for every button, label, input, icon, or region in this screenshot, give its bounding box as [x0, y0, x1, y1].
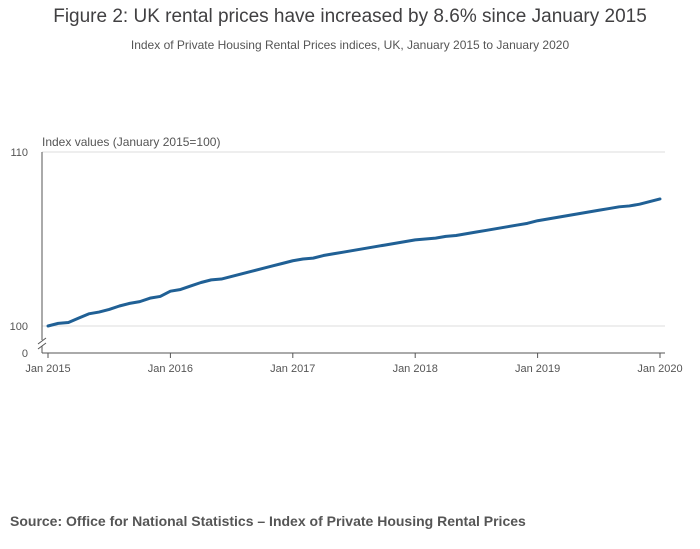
- x-tick-label: Jan 2018: [393, 363, 438, 375]
- y-tick-label: 100: [10, 321, 28, 333]
- source-note: Source: Office for National Statistics –…: [10, 513, 526, 529]
- x-tick-label: Jan 2016: [148, 363, 193, 375]
- chart-subtitle: Index of Private Housing Rental Prices i…: [130, 38, 570, 52]
- gridlines: [42, 151, 665, 327]
- x-tick-label: Jan 2017: [270, 363, 315, 375]
- y-tick-label: 0: [22, 348, 28, 360]
- x-tick-label: Jan 2020: [637, 363, 682, 375]
- chart-title: Figure 2: UK rental prices have increase…: [53, 6, 647, 27]
- series-layer: [46, 197, 662, 328]
- axis-break-mark: [37, 337, 47, 345]
- axes: 110 100 0 Index values (January 2015=100) Ja…: [10, 135, 683, 375]
- x-tick-label: Jan 2019: [515, 363, 560, 375]
- series-line: [46, 197, 662, 328]
- y-axis-title: Index values (January 2015=100): [42, 135, 220, 149]
- y-tick-label: 110: [10, 147, 28, 159]
- x-tick-label: Jan 2015: [25, 363, 70, 375]
